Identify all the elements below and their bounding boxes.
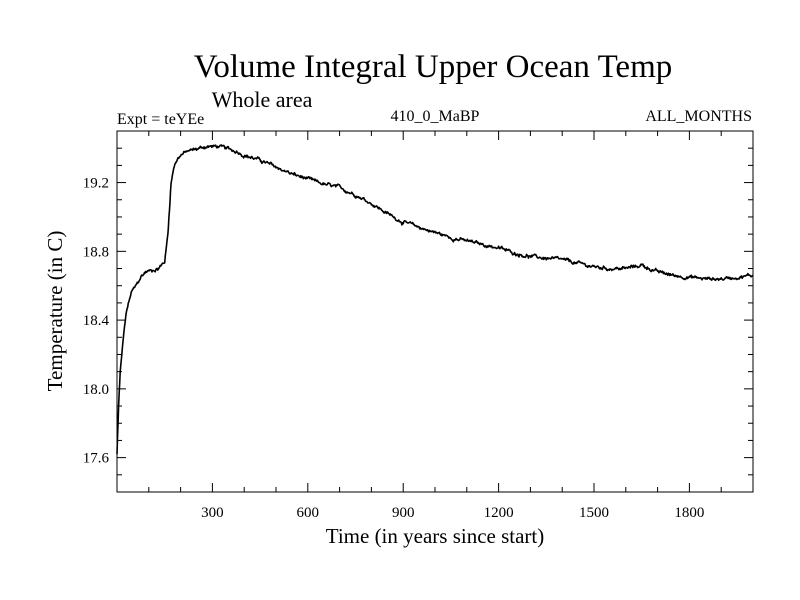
y-tick-label: 18.4: [83, 313, 110, 329]
y-tick-label: 18.0: [83, 382, 109, 398]
series-group: [116, 144, 754, 455]
y-axis-label: Temperature (in C): [43, 231, 67, 392]
x-tick-label: 1800: [674, 505, 704, 521]
experiment-label: Expt = teYEe: [117, 111, 204, 128]
x-tick-label: 1500: [579, 505, 609, 521]
x-tick-label: 900: [392, 505, 415, 521]
plot-frame: [116, 130, 754, 493]
y-tick-label: 17.6: [83, 451, 110, 467]
chart-title: Volume Integral Upper Ocean Temp: [194, 49, 672, 85]
chart-subtitle: Whole area: [212, 87, 313, 112]
y-tick-label: 18.8: [83, 244, 109, 260]
months-label: ALL_MONTHS: [645, 108, 752, 125]
x-axis: 300 600 900 1200 1500 1800: [148, 131, 722, 521]
x-tick-label: 1200: [484, 505, 514, 521]
period-label: 410_0_MaBP: [391, 108, 480, 125]
x-tick-label: 300: [201, 505, 224, 521]
y-axis: 17.6 18.0 18.4 18.8 19.2: [83, 147, 753, 476]
y-tick-label: 19.2: [83, 176, 109, 192]
series-line-teYEe: [116, 144, 754, 455]
x-tick-label: 600: [297, 505, 320, 521]
x-axis-label: Time (in years since start): [326, 524, 545, 548]
